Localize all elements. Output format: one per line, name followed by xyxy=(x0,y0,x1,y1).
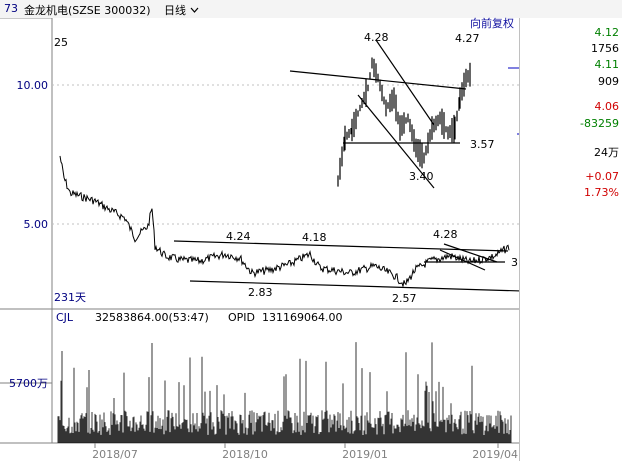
y-tick-10: 10.00 xyxy=(17,79,49,92)
annot-main-low1: 2.83 xyxy=(248,286,273,299)
quote-side-panel: 4.12 1756 4.11 909 4.06 -83259 24万 +0.07 1.73% xyxy=(519,18,622,461)
period-label: 日线 xyxy=(164,4,186,17)
annot-main-low2: 2.57 xyxy=(392,292,417,305)
side-value-0: 4.12 xyxy=(594,26,620,39)
main-support-line xyxy=(189,280,520,292)
x-axis-ticks: 2018/07 2018/10 2019/01 2019/04 xyxy=(92,443,518,461)
side-value-4: 4.06 xyxy=(594,100,620,113)
side-value-7: +0.07 xyxy=(585,170,619,183)
annot-inset-right-high: 4.27 xyxy=(455,32,480,45)
period-selector[interactable]: 日线 xyxy=(164,2,199,18)
annot-inset-low: 3.40 xyxy=(409,170,434,183)
x-tick-label: 2019/01 xyxy=(342,448,388,461)
side-value-2: 4.11 xyxy=(594,58,620,71)
x-tick-label: 2019/04 xyxy=(472,448,518,461)
cjl-value: 32583864.00(53:47) xyxy=(95,311,209,324)
annot-inset-high: 4.28 xyxy=(364,31,389,44)
main-resistance-line xyxy=(173,240,509,252)
main-right-line1 xyxy=(443,243,498,263)
inset-downtrend-line2 xyxy=(357,94,435,189)
side-value-1: 1756 xyxy=(591,42,619,55)
days-label: 231天 xyxy=(54,291,86,304)
adjust-toggle[interactable]: 向前复权 xyxy=(470,15,514,31)
price-line xyxy=(59,155,510,287)
x-tick-label: 2018/07 xyxy=(92,448,138,461)
y-tick-5: 5.00 xyxy=(24,218,49,231)
indicator-name: CJL xyxy=(56,311,74,324)
x-tick-label: 2018/10 xyxy=(222,448,268,461)
side-value-3: 909 xyxy=(598,75,619,88)
chart-title-bar: 73 金龙机电(SZSE 300032) 日线 xyxy=(0,0,622,19)
stock-index-number: 73 xyxy=(4,2,18,15)
volume-bars xyxy=(57,342,512,443)
side-value-8: 1.73% xyxy=(584,186,619,199)
annot-main-right: 3.57 xyxy=(511,256,520,269)
inset-downtrend-line xyxy=(375,39,435,126)
annot-inset-mid: 3.57 xyxy=(470,138,495,151)
adjust-label: 向前复权 xyxy=(470,17,514,30)
chevron-down-icon[interactable] xyxy=(190,4,199,17)
annot-main-high2: 4.18 xyxy=(302,231,327,244)
volume-y-tick: 5700万 xyxy=(9,377,48,390)
opid-label: OPID xyxy=(228,311,255,324)
top-left-label: 25 xyxy=(54,36,68,49)
kline-chart[interactable]: 25 10.00 5.00 231天 5700万 CJL 32583864.00… xyxy=(0,18,520,461)
side-value-5: -83259 xyxy=(580,117,619,130)
inset-trendline-top xyxy=(289,70,467,90)
side-value-6: 24万 xyxy=(594,146,619,159)
stock-name: 金龙机电(SZSE 300032) xyxy=(24,4,151,17)
main-right-line2 xyxy=(439,249,486,271)
opid-value: 131169064.00 xyxy=(262,311,342,324)
inset-kline xyxy=(337,57,471,187)
annot-main-high3: 4.28 xyxy=(433,228,458,241)
annot-main-high1: 4.24 xyxy=(226,230,251,243)
